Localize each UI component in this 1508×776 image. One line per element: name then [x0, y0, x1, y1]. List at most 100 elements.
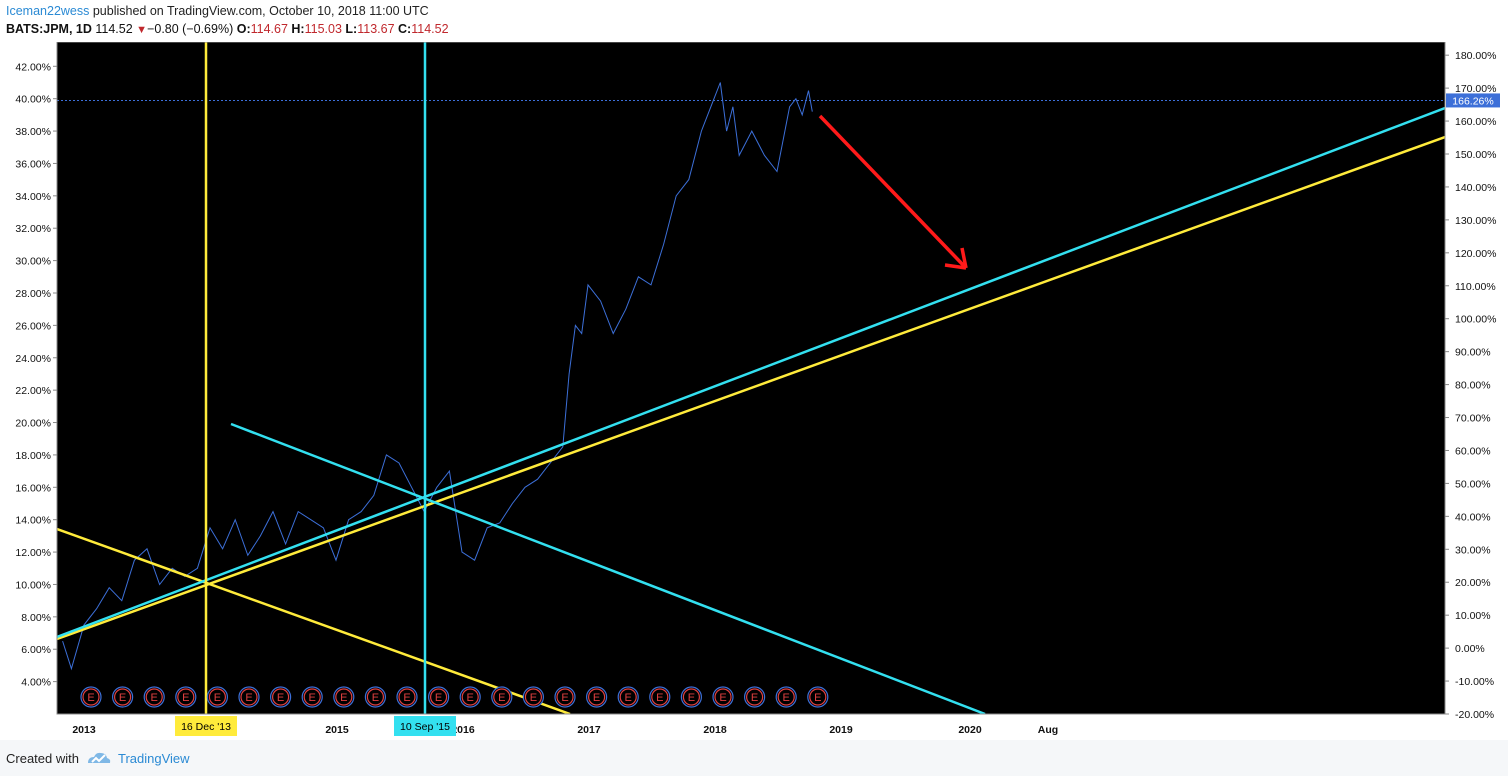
publish-info: Iceman22wess published on TradingView.co… [6, 4, 429, 18]
earnings-marker[interactable]: E [364, 686, 386, 708]
open-value: 114.67 [250, 22, 288, 36]
earnings-marker[interactable]: E [396, 686, 418, 708]
earnings-marker[interactable]: E [617, 686, 639, 708]
earnings-marker[interactable]: E [80, 686, 102, 708]
symbol-label[interactable]: BATS:JPM, 1D [6, 22, 92, 36]
right-tick-label: 170.00% [1455, 83, 1496, 95]
earnings-marker-label: E [403, 692, 410, 704]
earnings-marker[interactable]: E [333, 686, 355, 708]
date-markers: 16 Dec '13 10 Sep '15 [175, 716, 456, 736]
cyan-uptrend-line[interactable] [57, 106, 1445, 639]
yellow-uptrend-line[interactable] [57, 135, 1445, 641]
earnings-marker[interactable]: E [301, 686, 323, 708]
earnings-marker-circle [777, 688, 795, 706]
right-tick-label: 40.00% [1455, 511, 1491, 523]
earnings-marker-label: E [119, 692, 126, 704]
price-chart[interactable]: 4.00% 6.00% 8.00% 10.00% 12.00% 14.00% 16.00% 1… [0, 42, 1508, 740]
earnings-marker-label: E [372, 692, 379, 704]
earnings-marker[interactable]: E [712, 686, 734, 708]
earnings-marker[interactable]: E [111, 686, 134, 708]
earnings-marker-label: E [467, 692, 474, 704]
earnings-marker-label: E [87, 692, 94, 704]
earnings-marker[interactable]: E [206, 686, 228, 708]
earnings-marker[interactable]: E [807, 686, 829, 708]
earnings-marker-label: E [245, 692, 252, 704]
earnings-marker-circle [240, 688, 258, 706]
earnings-marker[interactable]: E [680, 686, 703, 708]
earnings-marker[interactable]: E [775, 686, 797, 708]
earnings-marker[interactable]: E [743, 686, 766, 708]
tradingview-logo-icon[interactable] [86, 749, 112, 767]
date-marker-label: 16 Dec '13 [181, 721, 231, 733]
earnings-marker-circle [303, 688, 321, 706]
left-tick-label: 26.00% [15, 320, 51, 332]
right-tick-label: 150.00% [1455, 149, 1496, 161]
earnings-marker-label: E [656, 692, 663, 704]
earnings-marker-circle [493, 688, 511, 706]
red-arrow-head-left [944, 263, 967, 270]
plot-area[interactable] [57, 42, 1445, 714]
earnings-marker[interactable]: E [554, 686, 576, 708]
x-tick-label: Aug [1038, 724, 1058, 736]
price-series-line [62, 82, 813, 671]
earnings-marker-circle [208, 688, 226, 706]
earnings-marker-circle [587, 688, 606, 706]
right-tick-label: 80.00% [1455, 380, 1491, 392]
earnings-marker-label: E [182, 692, 189, 704]
earnings-marker-label: E [340, 692, 347, 704]
earnings-marker-circle [82, 688, 100, 706]
red-arrow[interactable] [818, 114, 968, 270]
earnings-marker[interactable]: E [428, 686, 450, 708]
earnings-marker-circle [366, 688, 384, 706]
time-axis[interactable]: 2013 2015 2016 2017 2018 2019 2020 Aug [72, 724, 1058, 736]
cyan-downtrend-line[interactable] [230, 422, 986, 714]
right-tick-label: 20.00% [1455, 577, 1491, 589]
earnings-marker[interactable]: E [522, 686, 545, 708]
x-tick-label: 2013 [72, 724, 96, 736]
earnings-marker-circle [335, 688, 353, 706]
earnings-marker-label: E [719, 692, 726, 704]
earnings-marker[interactable]: E [238, 686, 260, 708]
earnings-marker[interactable]: E [270, 686, 292, 708]
left-tick-label: 4.00% [21, 677, 51, 689]
earnings-marker[interactable]: E [459, 686, 481, 708]
right-tick-label: 10.00% [1455, 610, 1491, 622]
right-tick-label: 130.00% [1455, 215, 1496, 227]
author-link[interactable]: Iceman22wess [6, 4, 90, 18]
plot-border [56, 42, 1446, 715]
right-tick-label: 120.00% [1455, 248, 1496, 260]
left-tick-label: 34.00% [15, 191, 51, 203]
right-tick-label: -10.00% [1455, 676, 1494, 688]
yellow-downtrend-line[interactable] [57, 527, 571, 714]
earnings-marker[interactable]: E [491, 686, 513, 708]
earnings-marker[interactable]: E [175, 686, 197, 708]
left-tick-label: 18.00% [15, 450, 51, 462]
left-tick-label: 38.00% [15, 126, 51, 138]
earnings-marker[interactable]: E [649, 686, 671, 708]
earnings-marker[interactable]: E [143, 686, 165, 708]
right-axis[interactable]: -20.00% -10.00% 0.00% 10.00% 20.00% 30.00% 40.… [1445, 50, 1496, 721]
tradingview-link[interactable]: TradingView [118, 751, 190, 766]
low-value: 113.67 [357, 22, 395, 36]
date-marker-box [394, 716, 456, 736]
earnings-marker[interactable]: E [585, 686, 608, 708]
x-tick-label: 2016 [451, 724, 475, 736]
earnings-marker-circle [745, 688, 764, 706]
low-label: L: [345, 22, 358, 36]
right-tick-label: -20.00% [1455, 709, 1494, 721]
right-tick-label: 140.00% [1455, 182, 1496, 194]
earnings-marker-label: E [530, 692, 537, 704]
earnings-marker-circle [113, 688, 132, 706]
date-marker-label: 10 Sep '15 [400, 721, 450, 733]
left-axis[interactable]: 4.00% 6.00% 8.00% 10.00% 12.00% 14.00% 16.00% 1… [15, 61, 57, 689]
left-tick-label: 8.00% [21, 612, 51, 624]
trendlines[interactable] [57, 42, 1445, 714]
earnings-marker-label: E [688, 692, 695, 704]
earnings-marker-circle [714, 688, 732, 706]
left-tick-label: 14.00% [15, 515, 51, 527]
left-tick-label: 22.00% [15, 385, 51, 397]
earnings-marker-label: E [435, 692, 442, 704]
badge-box [1446, 93, 1500, 108]
right-tick-label: 180.00% [1455, 50, 1496, 62]
